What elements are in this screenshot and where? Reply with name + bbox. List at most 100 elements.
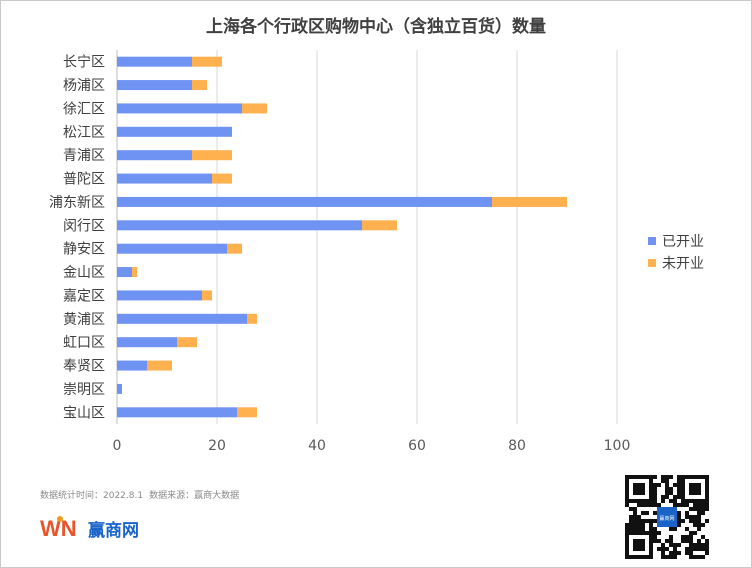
qr-module [653, 503, 657, 507]
qr-module [653, 475, 657, 479]
qr-module [685, 515, 689, 519]
qr-module [629, 507, 633, 511]
qr-module [705, 503, 709, 507]
bar-opened [117, 337, 177, 348]
bar-opened [117, 126, 232, 137]
qr-module [641, 519, 645, 523]
qr-module [689, 535, 693, 539]
qr-module [653, 539, 657, 543]
qr-module [665, 487, 669, 491]
qr-module [689, 515, 693, 519]
bar-unopened [227, 243, 242, 254]
qr-module [697, 539, 701, 543]
qr-module [657, 531, 661, 535]
bar-opened [117, 56, 192, 67]
legend-swatch-opened [648, 237, 656, 245]
qr-module [701, 543, 705, 547]
qr-module [629, 515, 633, 519]
bar-opened [117, 103, 242, 114]
qr-module [661, 543, 665, 547]
qr-module [625, 523, 629, 527]
legend-label-unopened: 未开业 [662, 256, 704, 272]
qr-module [677, 479, 681, 483]
bar-unopened [212, 173, 232, 184]
qr-module [689, 539, 693, 543]
category-label: 崇明区 [63, 382, 105, 398]
x-tick-label: 0 [113, 438, 122, 454]
bar-opened [117, 196, 492, 207]
category-label: 金山区 [63, 265, 105, 281]
qr-module [637, 503, 641, 507]
category-label: 奉贤区 [63, 359, 105, 375]
qr-module [689, 555, 693, 559]
qr-module [669, 555, 673, 559]
qr-module [681, 535, 685, 539]
qr-module [697, 507, 701, 511]
qr-module [661, 479, 665, 483]
qr-module [681, 519, 685, 523]
legend-item-unopened: 未开业 [648, 252, 704, 274]
brand-logo: WN 赢商网 [40, 514, 139, 542]
stats-time: 数据统计时间：2022.8.1 [40, 491, 144, 501]
bar-unopened [362, 220, 397, 231]
qr-module [693, 503, 697, 507]
qr-module [677, 503, 681, 507]
qr-module [665, 547, 669, 551]
qr-module [653, 495, 657, 499]
qr-module [669, 475, 673, 479]
qr-module [669, 499, 673, 503]
qr-module [669, 551, 673, 555]
qr-module [697, 543, 701, 547]
qr-module [685, 539, 689, 543]
qr-badge-label: 赢商网 [659, 515, 674, 522]
qr-module [697, 555, 701, 559]
qr-module [701, 547, 705, 551]
bar-unopened [192, 150, 232, 161]
qr-module [701, 511, 705, 515]
qr-module [697, 511, 701, 515]
qr-module [669, 535, 673, 539]
category-label: 嘉定区 [63, 288, 105, 304]
qr-module [685, 547, 689, 551]
qr-module [625, 527, 629, 531]
x-tick-label: 40 [308, 438, 326, 454]
bar-opened [117, 80, 192, 91]
qr-module [661, 555, 665, 559]
qr-module [697, 547, 701, 551]
category-label: 长宁区 [63, 54, 105, 71]
bar-unopened [247, 313, 257, 324]
qr-module [705, 539, 709, 543]
qr-module [653, 511, 657, 515]
bar-opened [117, 313, 247, 324]
qr-module [653, 483, 657, 487]
qr-module [645, 511, 649, 515]
bar-opened [117, 360, 147, 371]
qr-module [673, 551, 677, 555]
x-tick-label: 80 [508, 438, 526, 454]
qr-finder-core [633, 483, 645, 495]
qr-module [649, 527, 653, 531]
qr-module [633, 523, 637, 527]
category-label: 虹口区 [63, 335, 105, 351]
qr-module [653, 527, 657, 531]
bar-unopened [492, 196, 567, 207]
qr-module [633, 515, 637, 519]
qr-module [665, 479, 669, 483]
bar-unopened [237, 407, 257, 418]
qr-module [677, 543, 681, 547]
qr-module [665, 539, 669, 543]
footer-note: 数据统计时间：2022.8.1 数据来源：赢商大数据 [40, 488, 239, 501]
qr-module [637, 523, 641, 527]
qr-module [701, 503, 705, 507]
qr-module [681, 503, 685, 507]
qr-module [673, 555, 677, 559]
qr-module [641, 511, 645, 515]
qr-module [629, 519, 633, 523]
qr-module [625, 503, 629, 507]
chart-title: 上海各个行政区购物中心（含独立百货）数量 [206, 17, 546, 37]
qr-module [673, 547, 677, 551]
x-tick-label: 20 [208, 438, 226, 454]
qr-module [641, 527, 645, 531]
qr-module [629, 527, 633, 531]
qr-module [661, 547, 665, 551]
